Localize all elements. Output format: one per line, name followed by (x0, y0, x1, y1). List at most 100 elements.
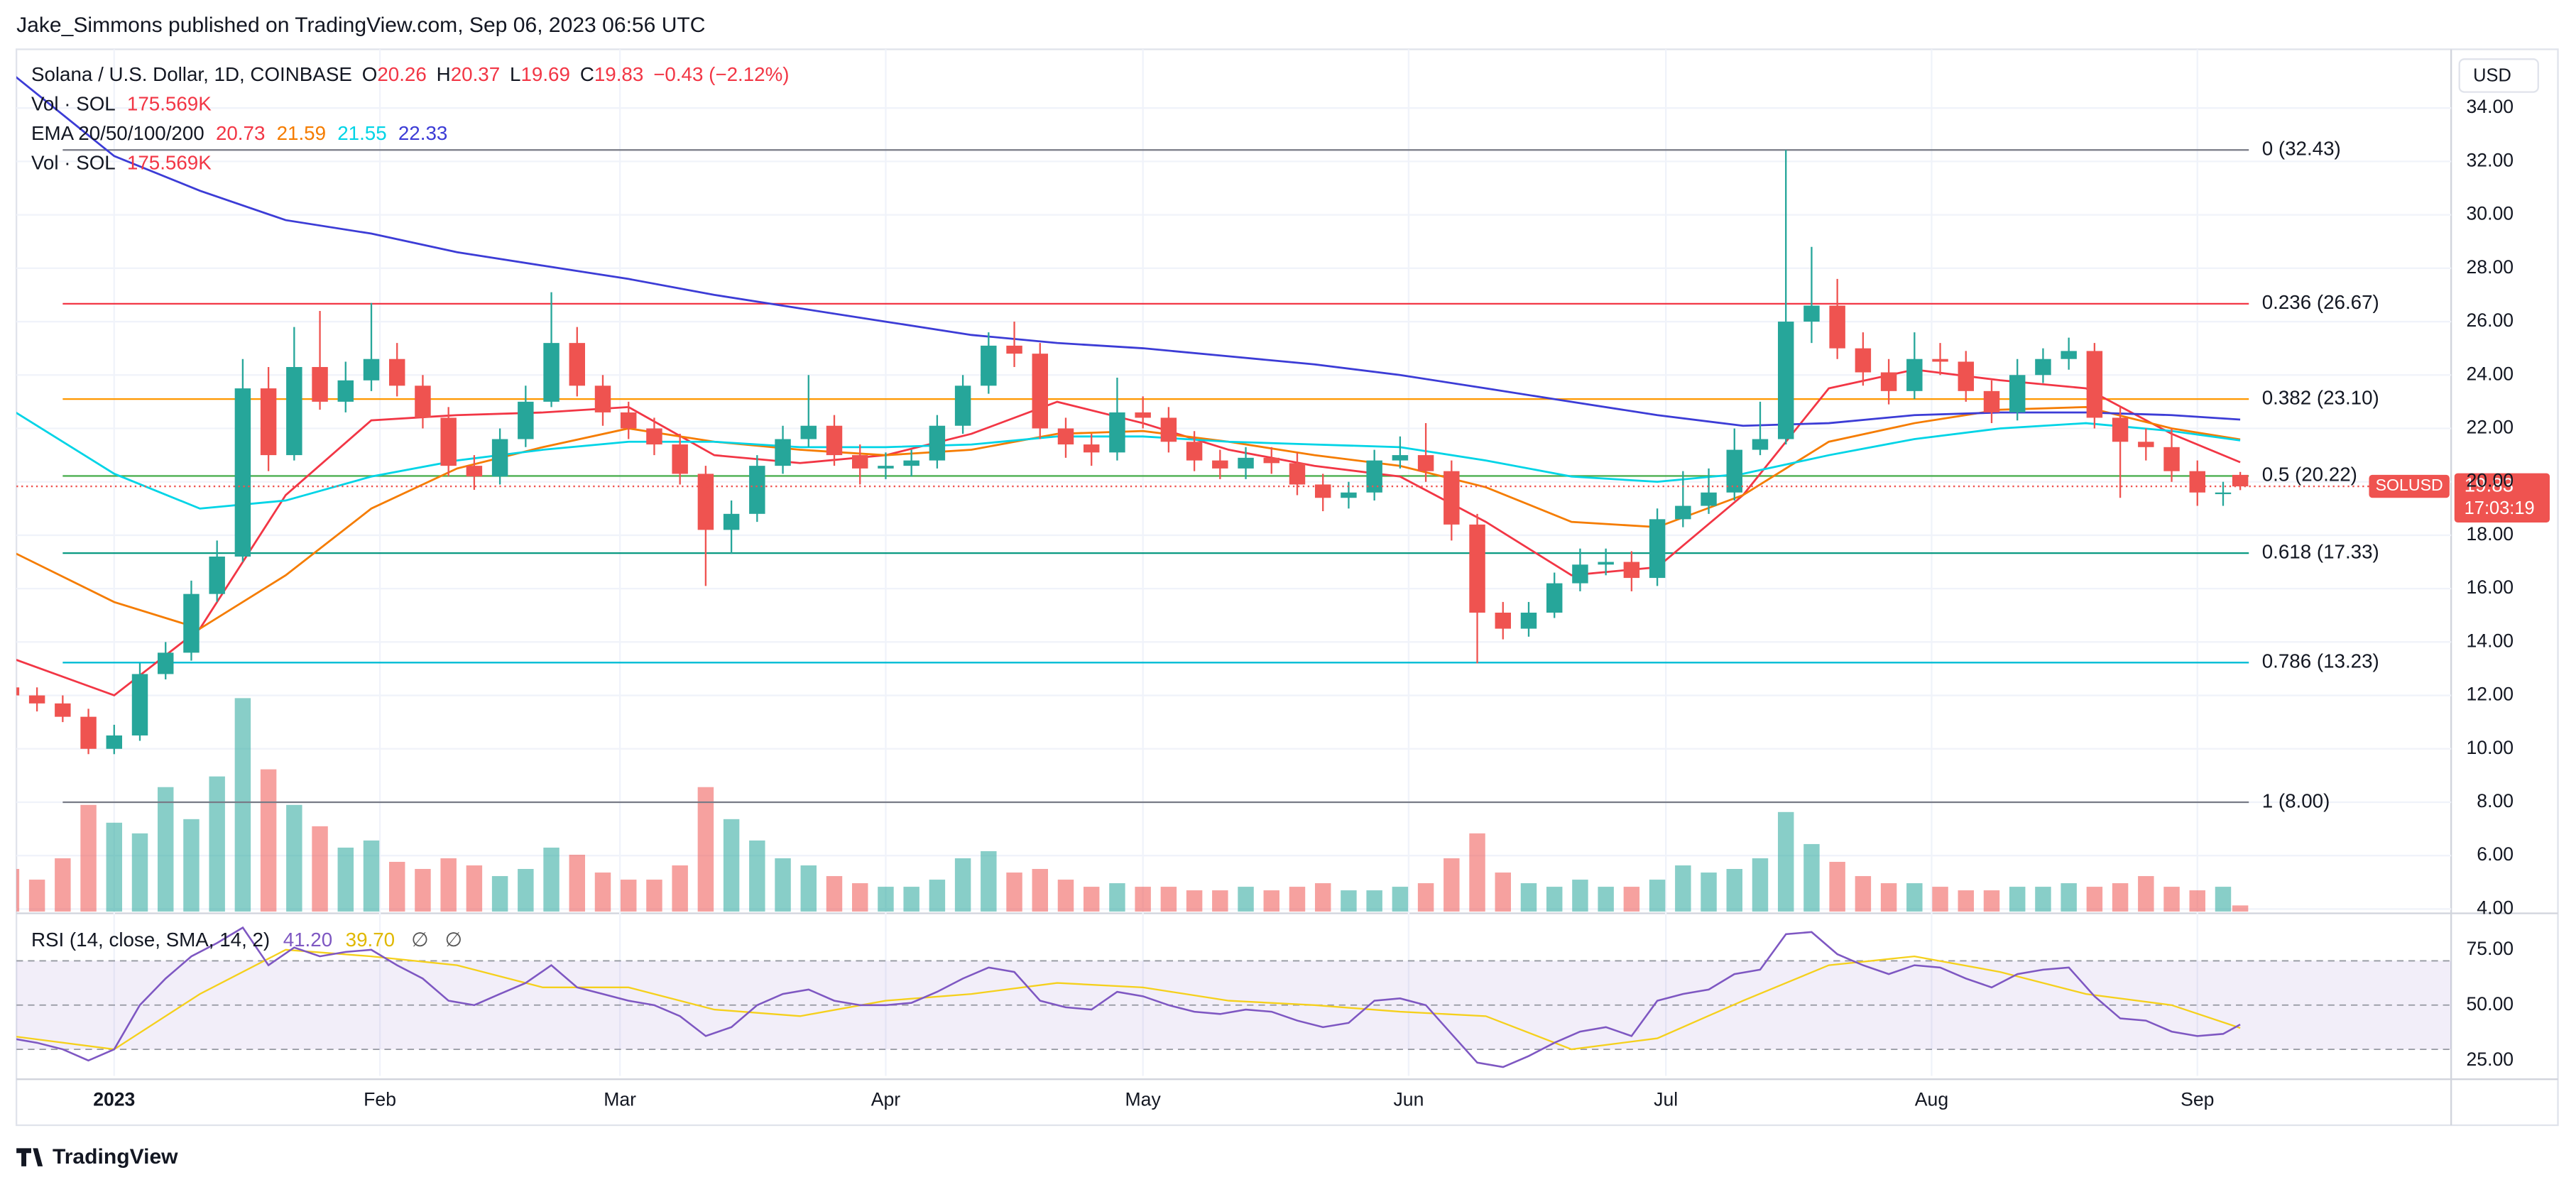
volume-bar (55, 858, 71, 912)
candle-body (1623, 562, 1640, 579)
volume-bar (1880, 883, 1897, 912)
legend-text: 21.55 (337, 122, 386, 144)
volume-bar (1777, 811, 1794, 912)
candle-body (1212, 460, 1228, 469)
candle-body (851, 455, 868, 469)
volume-bar (775, 858, 791, 912)
candle-body (929, 425, 946, 461)
candle-body (1238, 457, 1254, 469)
candle-body (1777, 322, 1794, 439)
volume-bar (2009, 887, 2026, 912)
x-tick-label: Mar (604, 1088, 636, 1110)
fib-label: 0.786 (13.23) (2262, 650, 2379, 672)
candle-body (981, 345, 997, 386)
candle-body (131, 674, 148, 735)
legend-text: Solana / U.S. Dollar, 1D, COINBASE (31, 63, 352, 85)
y-tick-label: 8.00 (2477, 790, 2514, 811)
volume-bar (1675, 865, 1691, 912)
legend-text: H (437, 63, 451, 85)
volume-bar (1341, 890, 1357, 912)
x-tick-label: Jul (1654, 1088, 1678, 1110)
rsi-pane (16, 926, 2452, 1068)
candle-body (1829, 305, 1845, 349)
volume-bar (878, 887, 894, 912)
candle-body (646, 428, 662, 445)
currency-button[interactable] (2458, 58, 2539, 93)
y-tick-label: 16.00 (2467, 576, 2514, 598)
candle-body (1417, 455, 1434, 471)
volume-bar (2163, 887, 2180, 912)
candle-body (800, 425, 817, 439)
overlay: 0 (32.43) 0.236 (26.67) 0.382 (23.10) 0.5 (… (31, 63, 2550, 1070)
legend-text: 20.73 (216, 122, 265, 144)
volume-bar (1983, 890, 2000, 912)
candle-body (697, 474, 714, 530)
volume-bar (569, 854, 586, 912)
candle-body (1314, 484, 1331, 498)
volume-bar (157, 787, 174, 912)
candle-body (1598, 562, 1614, 565)
volume-bar (2112, 883, 2129, 912)
candle-body (1520, 612, 1537, 629)
x-tick-label: Jun (1394, 1088, 1424, 1110)
y-tick-label: 24.00 (2467, 363, 2514, 384)
volume-bar (466, 865, 483, 912)
candle-body (440, 417, 457, 466)
legend-text: ∅ (411, 929, 428, 951)
rsi-band (16, 961, 2452, 1050)
volume-bar (594, 873, 611, 912)
candle-body (1032, 354, 1049, 429)
volume-bar (981, 850, 997, 912)
candle-body (2138, 442, 2154, 447)
candle-body (1675, 505, 1691, 520)
volume-bar (620, 880, 637, 912)
legend-text: 175.569K (127, 152, 212, 174)
price-tag-value: 19.83 (2465, 474, 2514, 496)
legend-text: EMA 20/50/100/200 (31, 122, 204, 144)
ema-line (16, 76, 2241, 427)
candle-body (1932, 359, 1948, 362)
rsi-tick-label: 75.00 (2467, 938, 2514, 959)
candle-body (312, 366, 328, 402)
volume-bar (1083, 887, 1100, 912)
currency[interactable]: USD (2473, 65, 2511, 85)
volume-bar (131, 833, 148, 912)
volume-bar (2035, 887, 2051, 912)
fib-label: 0.5 (20.22) (2262, 464, 2357, 486)
candle-body (1855, 348, 1872, 373)
candle-body (2189, 471, 2205, 493)
candle-body (1057, 428, 1074, 445)
volume-bar (415, 869, 431, 912)
y-tick-label: 4.00 (2477, 897, 2514, 918)
volume-bar (388, 861, 405, 912)
x-tick-label: May (1125, 1088, 1162, 1110)
volume-bar (1366, 890, 1382, 912)
candle-body (1392, 455, 1409, 461)
fib-label: 0.618 (17.33) (2262, 540, 2379, 562)
legend-text: C (580, 63, 594, 85)
legend-text: −0.43 (−2.12%) (653, 63, 789, 85)
legend-text: 175.569K (127, 92, 212, 114)
candle-body (1958, 361, 1974, 391)
candle-body (260, 388, 277, 456)
candle-body (1880, 372, 1897, 391)
candle-body (286, 366, 302, 456)
volume-bar (954, 858, 971, 912)
y-tick-label: 12.00 (2467, 684, 2514, 705)
volume-bar (1469, 833, 1485, 912)
volume-bar (1623, 887, 1640, 912)
volume-bar (1701, 873, 1717, 912)
volume-bar (646, 880, 662, 912)
volume-bar (1006, 873, 1022, 912)
candle-body (28, 695, 45, 704)
candle-body (157, 652, 174, 674)
x-tick-label: Apr (871, 1088, 901, 1110)
candle-body (518, 401, 534, 439)
candle-body (1572, 564, 1588, 584)
publisher: Jake_Simmons published on TradingView.co… (16, 13, 705, 37)
candle-body (594, 385, 611, 412)
candle-body (1135, 412, 1151, 418)
candle-body (2232, 474, 2249, 487)
